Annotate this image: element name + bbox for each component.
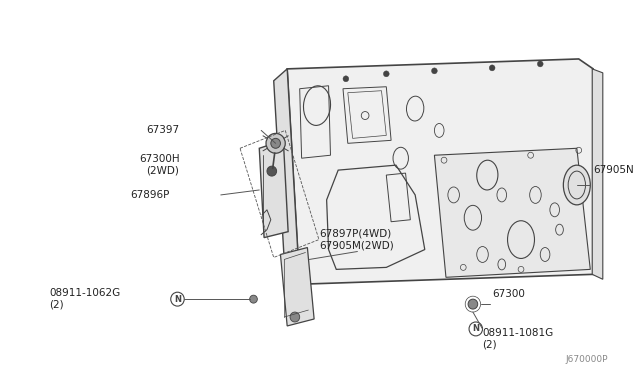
Text: 67397: 67397	[147, 125, 179, 135]
Text: 08911-1062G
(2): 08911-1062G (2)	[49, 288, 121, 310]
Text: 67300H
(2WD): 67300H (2WD)	[139, 154, 179, 176]
Circle shape	[343, 76, 349, 82]
Text: J670000P: J670000P	[565, 355, 607, 364]
Text: N: N	[174, 295, 181, 304]
Circle shape	[468, 299, 477, 309]
Polygon shape	[435, 148, 590, 277]
Circle shape	[469, 322, 483, 336]
Polygon shape	[280, 247, 314, 326]
Polygon shape	[287, 59, 593, 284]
Circle shape	[266, 134, 285, 153]
Polygon shape	[274, 69, 300, 294]
Circle shape	[538, 61, 543, 67]
Text: N: N	[472, 324, 479, 333]
Circle shape	[271, 138, 280, 148]
Polygon shape	[259, 140, 288, 238]
Circle shape	[383, 71, 389, 77]
Circle shape	[290, 312, 300, 322]
Text: 67897P(4WD)
67905M(2WD): 67897P(4WD) 67905M(2WD)	[319, 229, 394, 250]
Circle shape	[431, 68, 437, 74]
Circle shape	[267, 166, 276, 176]
Circle shape	[250, 295, 257, 303]
Text: 67905N: 67905N	[593, 165, 634, 175]
Polygon shape	[592, 69, 603, 279]
Text: 08911-1081G
(2): 08911-1081G (2)	[483, 328, 554, 350]
Text: 67300: 67300	[492, 289, 525, 299]
Circle shape	[171, 292, 184, 306]
Ellipse shape	[563, 165, 590, 205]
Circle shape	[489, 65, 495, 71]
Text: 67896P: 67896P	[131, 190, 170, 200]
